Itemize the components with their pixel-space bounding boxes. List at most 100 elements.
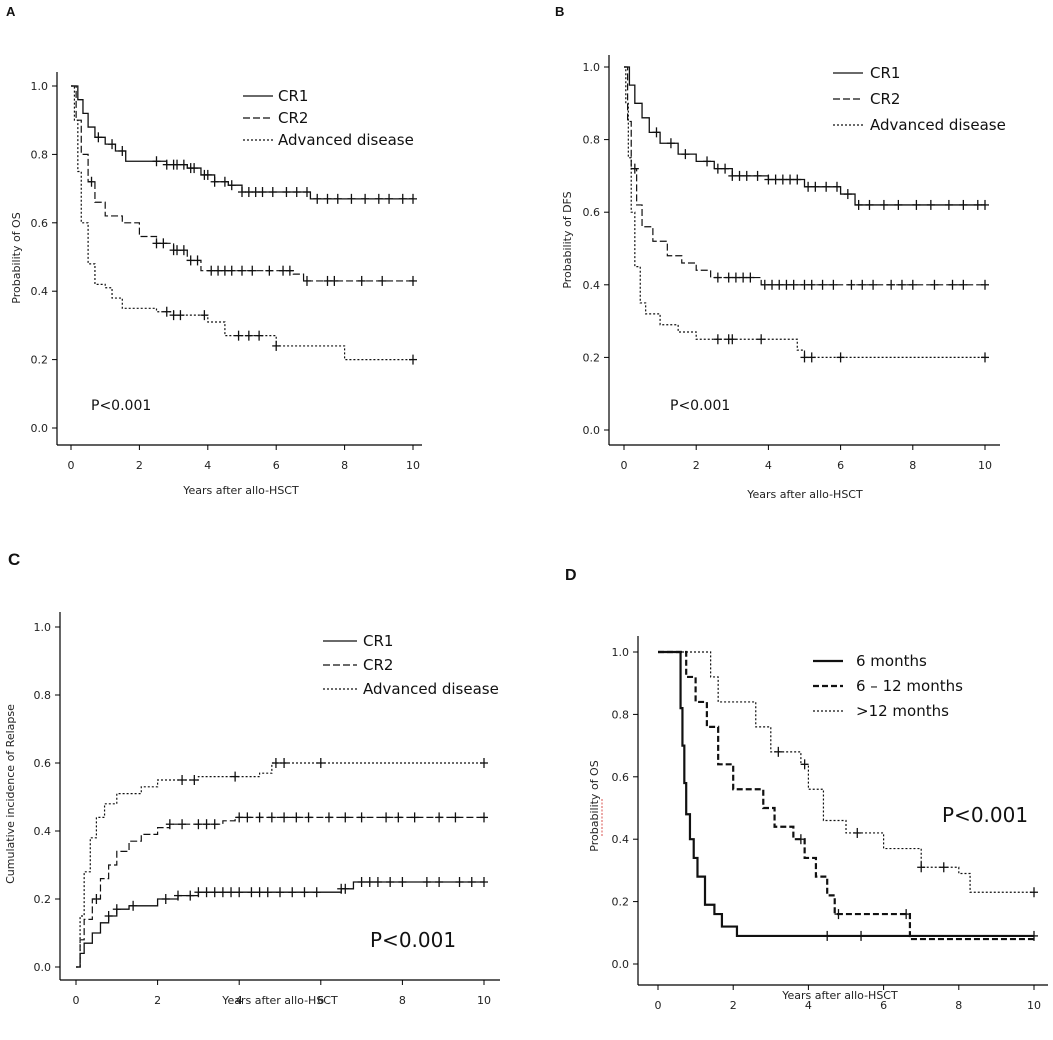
censor-mark <box>869 279 878 290</box>
y-tick-label: 0.6 <box>34 757 52 770</box>
x-tick-label: 8 <box>399 994 406 1007</box>
censor-mark <box>238 265 246 276</box>
y-tick-label: 0.2 <box>612 896 630 909</box>
y-axis-title: Probability of OS <box>10 212 23 303</box>
censor-mark <box>279 265 288 276</box>
censor-mark <box>807 279 816 290</box>
legend-label: CR2 <box>278 109 308 127</box>
censor-mark <box>92 894 101 904</box>
censor-mark <box>202 887 211 898</box>
censor-mark <box>313 193 322 204</box>
censor-mark <box>836 352 845 363</box>
censor-mark <box>480 758 488 768</box>
y-tick-label: 0.6 <box>612 771 630 784</box>
censor-mark <box>263 887 272 898</box>
censor-mark <box>774 746 783 757</box>
x-axis-title: Years after allo-HSCT <box>221 994 338 1007</box>
x-tick-label: 6 <box>880 999 887 1012</box>
censor-mark <box>382 812 391 823</box>
x-tick-label: 0 <box>73 994 80 1007</box>
censor-mark <box>1030 887 1038 898</box>
censor-mark <box>455 877 464 887</box>
censor-mark <box>703 156 712 167</box>
censor-mark <box>1030 930 1038 941</box>
censor-mark <box>435 877 444 887</box>
series-line-6-months <box>658 650 1034 938</box>
censor-mark <box>829 279 838 290</box>
censor-mark <box>235 887 244 898</box>
censor-mark <box>409 193 417 204</box>
censor-mark <box>108 139 117 150</box>
y-tick-label: 0.4 <box>31 285 49 298</box>
censor-mark <box>302 187 311 198</box>
y-tick-label: 0.4 <box>612 833 630 846</box>
censor-mark <box>746 272 755 283</box>
censor-mark <box>894 199 903 210</box>
legend-label: CR1 <box>870 64 900 82</box>
panel-letter: B <box>555 4 564 19</box>
censor-mark <box>739 272 748 283</box>
y-tick-label: 1.0 <box>612 646 630 659</box>
censor-mark <box>357 812 366 823</box>
censor-mark <box>768 279 777 290</box>
series-line-cr2 <box>624 66 985 286</box>
censor-mark <box>757 334 766 345</box>
y-axis-title: Cumulative incidence of Relapse <box>4 704 17 884</box>
x-tick-label: 8 <box>909 459 916 472</box>
censor-mark <box>630 163 639 174</box>
y-tick-label: 0.0 <box>34 961 52 974</box>
x-tick-label: 8 <box>341 459 348 472</box>
panel-letter: A <box>6 4 16 19</box>
censor-mark <box>843 189 852 200</box>
censor-mark <box>912 199 921 210</box>
censor-mark <box>959 199 968 210</box>
censor-mark <box>220 265 229 276</box>
censor-mark <box>202 819 211 830</box>
x-tick-label: 2 <box>730 999 737 1012</box>
y-tick-label: 0.4 <box>34 825 52 838</box>
censor-mark <box>333 193 342 204</box>
censor-mark <box>323 193 332 204</box>
censor-mark <box>908 279 917 290</box>
censor-mark <box>324 812 333 823</box>
censor-mark <box>832 181 841 192</box>
censor-mark <box>800 352 809 363</box>
series-line-advanced-disease <box>76 762 484 968</box>
y-axis-title: Probability of DFS <box>561 191 574 288</box>
censor-mark <box>847 279 856 290</box>
censor-mark <box>818 279 827 290</box>
censor-mark <box>771 174 780 185</box>
censor-mark <box>227 265 236 276</box>
censor-mark <box>681 149 690 160</box>
censor-mark <box>276 887 284 898</box>
censor-mark <box>753 170 762 181</box>
x-tick-label: 0 <box>621 459 628 472</box>
censor-mark <box>94 132 103 143</box>
censor-mark <box>258 187 267 198</box>
y-tick-label: 1.0 <box>583 61 601 74</box>
p-value-annotation: P<0.001 <box>370 928 456 952</box>
censor-mark <box>302 275 311 286</box>
censor-mark <box>939 862 948 873</box>
censor-mark <box>104 911 113 921</box>
censor-mark <box>152 238 161 249</box>
censor-mark <box>357 275 366 286</box>
censor-mark <box>162 159 171 170</box>
panel-d: D 0.0 0.2 0.4 0.6 0.8 1.0 0 2 4 6 8 10 Years after al… <box>565 567 1048 1012</box>
censor-mark <box>203 169 212 180</box>
x-tick-label: 8 <box>955 999 962 1012</box>
censor-mark <box>280 812 289 823</box>
censor-mark <box>178 819 187 830</box>
series-line-cr1 <box>624 66 985 206</box>
censor-mark <box>347 193 356 204</box>
censor-mark <box>251 187 260 198</box>
censor-mark <box>238 187 246 198</box>
censor-mark <box>159 238 168 249</box>
y-tick-label: 0.6 <box>31 217 49 230</box>
x-tick-label: 6 <box>837 459 844 472</box>
censor-mark <box>194 887 203 898</box>
censor-mark <box>807 352 816 363</box>
x-tick-label: 2 <box>136 459 143 472</box>
panel-c: C 0.0 0.2 0.4 0.6 0.8 1.0 0 2 4 6 8 10 Years after al… <box>4 550 500 1007</box>
censor-mark <box>210 887 219 898</box>
